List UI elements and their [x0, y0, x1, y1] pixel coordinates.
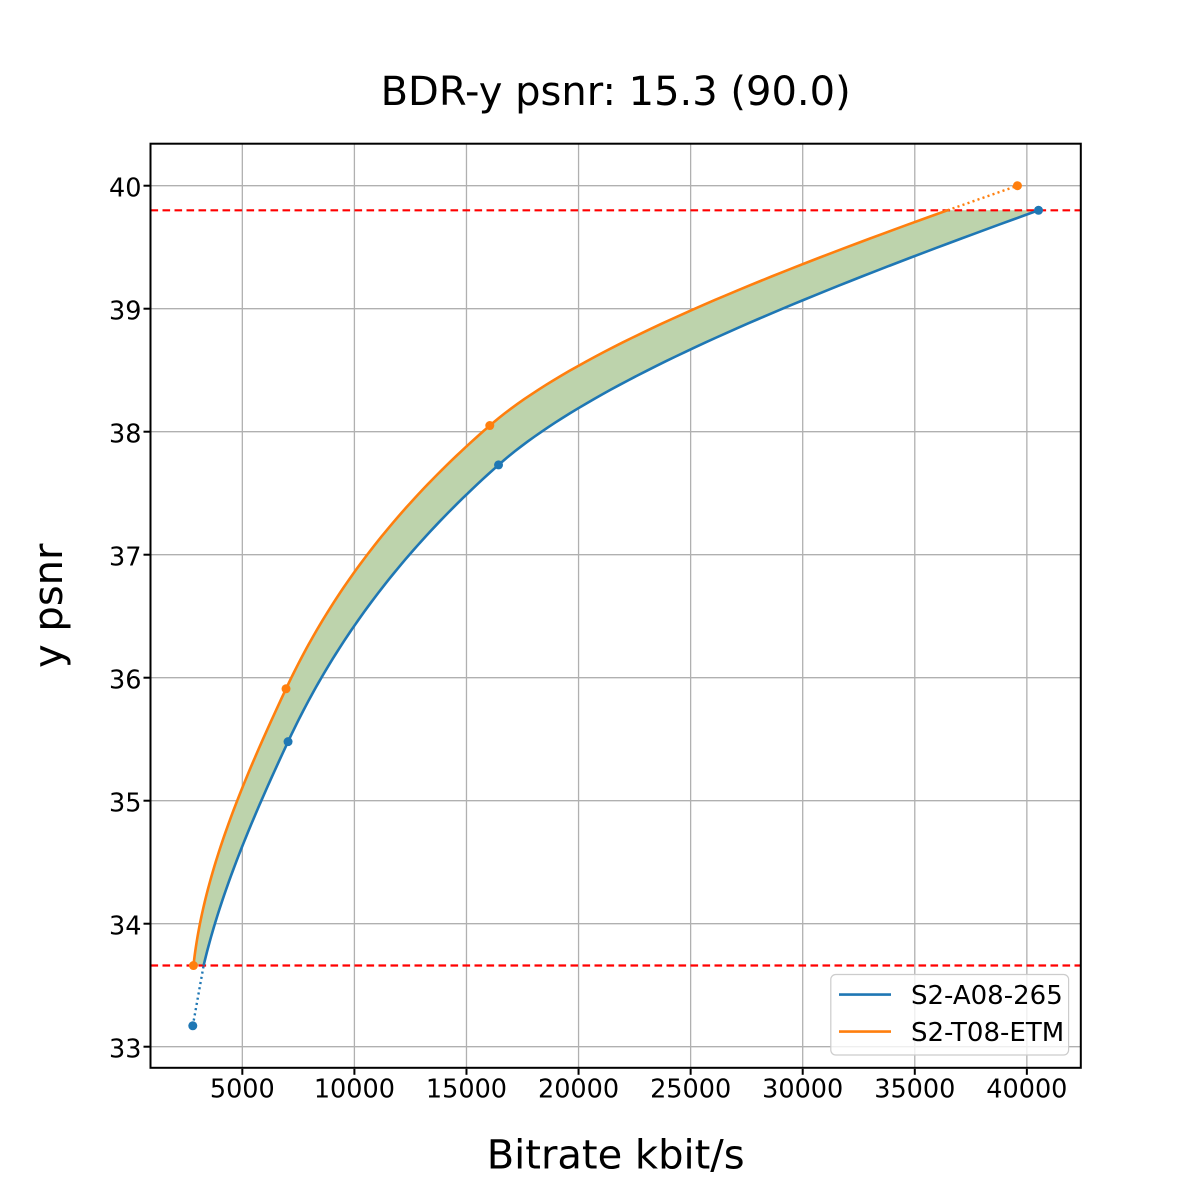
y-tick-label: 36: [109, 665, 141, 695]
data-point-marker: [188, 1021, 198, 1031]
legend-entry: S2-A08-265: [839, 981, 1063, 1011]
y-tick-label: 35: [109, 788, 141, 818]
y-tick-label: 40: [109, 173, 141, 203]
x-tick-label: 5000: [210, 1074, 275, 1104]
x-tick-label: 25000: [650, 1074, 731, 1104]
chart-title: BDR-y psnr: 15.3 (90.0): [381, 69, 851, 115]
series-markers: [188, 181, 1044, 1031]
series-curve-solid: [192, 209, 948, 966]
data-point-marker: [283, 737, 293, 747]
legend-entry-label-1: S2-T08-ETM: [911, 1018, 1064, 1048]
y-tick-label: 39: [109, 296, 141, 326]
x-tick-label: 30000: [762, 1074, 843, 1104]
axes-frame: [149, 142, 1082, 1069]
data-point-marker: [1034, 205, 1044, 215]
data-point-marker: [281, 684, 291, 694]
legend-entry-label-0: S2-A08-265: [911, 981, 1063, 1011]
y-axis-label: y psnr: [26, 543, 72, 668]
data-point-marker: [1012, 181, 1022, 191]
legend: S2-A08-265 S2-T08-ETM: [830, 973, 1070, 1056]
data-point-marker: [485, 421, 495, 431]
x-tick-label: 15000: [426, 1074, 507, 1104]
x-tick-label: 40000: [986, 1074, 1067, 1104]
x-tick-labels: 5000 10000 15000 20000 25000 30000 35000 40000: [210, 1074, 1068, 1104]
series-curves: [191, 184, 1039, 1027]
bd-fill-polygon: [193, 210, 1039, 966]
data-point-marker: [494, 460, 504, 470]
series-curve-solid: [202, 209, 1039, 966]
x-tick-label: 35000: [874, 1074, 955, 1104]
overlap-lines: [150, 209, 1081, 967]
bd-fill-area: [193, 210, 1039, 966]
y-tick-label: 37: [109, 542, 141, 572]
series-curve-dotted: [947, 184, 1018, 212]
y-tick-label: 33: [109, 1034, 141, 1064]
gridlines: [150, 143, 1081, 1068]
y-tick-label: 34: [109, 911, 141, 941]
y-tick-labels: 33 34 35 36 37 38 39 40: [109, 173, 141, 1064]
x-tick-label: 20000: [538, 1074, 619, 1104]
x-axis-label: Bitrate kbit/s: [487, 1133, 745, 1179]
tick-marks: [143, 184, 1028, 1075]
y-tick-label: 38: [109, 419, 141, 449]
data-point-marker: [188, 961, 198, 971]
x-tick-label: 10000: [314, 1074, 395, 1104]
legend-entry: S2-T08-ETM: [839, 1018, 1064, 1048]
